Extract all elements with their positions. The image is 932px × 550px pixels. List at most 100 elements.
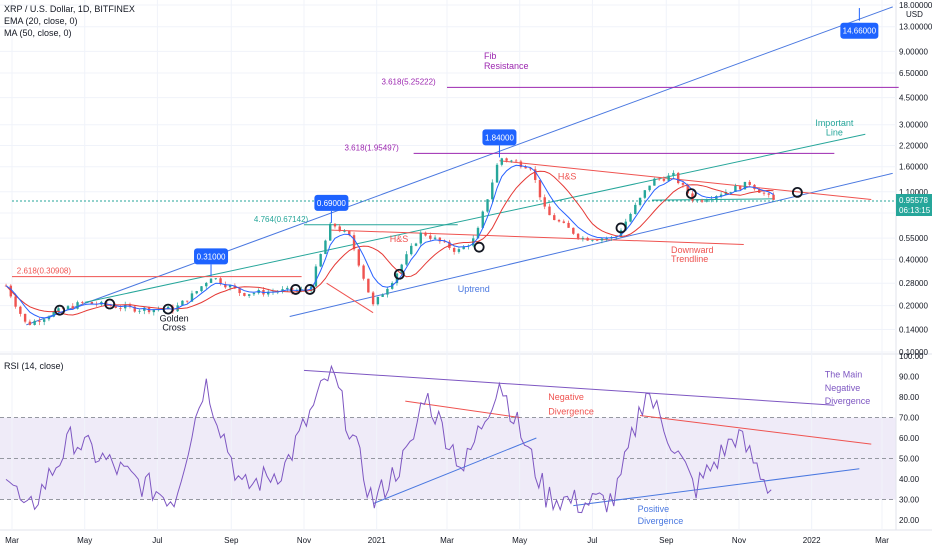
downward-trendline <box>499 160 872 200</box>
fib-resistance-text-2: Resistance <box>484 61 529 71</box>
candle-body <box>772 194 775 200</box>
price-tick: 13.00000 <box>899 23 932 32</box>
time-tick: Mar <box>875 536 889 545</box>
candle-body <box>700 200 704 202</box>
candle-body <box>243 293 246 296</box>
price-tick: 6.50000 <box>899 69 928 78</box>
rsi-tick: 20.00 <box>899 516 920 525</box>
candle-body <box>643 190 647 198</box>
legend-rsi[interactable]: RSI (14, close) <box>4 361 64 371</box>
rsi-series <box>5 364 772 514</box>
hs-label-2: H&S <box>558 172 577 182</box>
main-negative-divergence-line <box>303 369 835 406</box>
candle-body <box>448 241 451 249</box>
candle-body <box>386 288 389 295</box>
legend-ma[interactable]: MA (50, close, 0) <box>4 28 72 38</box>
candle-body <box>710 199 713 201</box>
fib-label-resistance: 3.618(5.25222) <box>381 77 436 86</box>
main-divergence-text-1: The Main <box>825 370 863 380</box>
time-tick: Sep <box>659 536 674 545</box>
fib-resistance-text-1: Fib <box>484 51 497 61</box>
candle-body <box>405 254 408 265</box>
rsi-tick: 30.00 <box>899 496 920 505</box>
trendlines <box>12 6 899 507</box>
price-label-184 <box>482 129 517 146</box>
candle-body <box>510 160 513 162</box>
candle-body <box>81 302 84 304</box>
candle-body <box>33 320 36 325</box>
negative-divergence-text-2: Divergence <box>548 406 594 416</box>
candle-body <box>376 296 380 305</box>
legend-rsi-wrap: RSI (14, close) <box>4 360 64 372</box>
candle-body <box>519 161 523 167</box>
price-tick: 1.10000 <box>899 188 928 197</box>
price-tick: 18.00000 <box>899 1 932 10</box>
candle-body <box>557 220 561 222</box>
candle-body <box>367 278 370 293</box>
rsi-tick: 40.00 <box>899 475 920 484</box>
candle-body <box>128 304 132 307</box>
candle-body <box>495 164 499 183</box>
candle-body <box>677 172 680 184</box>
candle-body <box>576 233 580 239</box>
candle-body <box>400 264 403 274</box>
candle-body <box>419 232 422 244</box>
price-tick: 9.00000 <box>899 47 928 56</box>
candle-body <box>738 185 742 190</box>
candle-body <box>505 158 508 161</box>
rsi-tick: 100.00 <box>899 352 924 361</box>
time-tick: Nov <box>297 536 311 545</box>
price-label-1466-text: 14.66000 <box>843 27 877 36</box>
time-tick: Mar <box>5 536 19 545</box>
upper-channel-line <box>26 6 893 326</box>
rsi-tick: 70.00 <box>899 414 920 423</box>
golden-cross-text-1: Golden <box>160 313 189 323</box>
price-tick: 1.60000 <box>899 163 928 172</box>
candle-body <box>591 240 594 242</box>
pivot-marker <box>685 188 697 200</box>
candle-body <box>553 215 556 221</box>
main-divergence-text-2: Negative <box>825 383 861 393</box>
candle-body <box>281 289 284 292</box>
price-label-069 <box>314 194 349 211</box>
fib-label-2618: 2.618(0.30908) <box>17 267 72 276</box>
candle-body <box>14 296 17 307</box>
candle-body <box>586 237 589 241</box>
candle-body <box>524 166 527 169</box>
candle-body <box>90 301 94 304</box>
candle-body <box>433 237 437 239</box>
candle-body <box>424 232 427 236</box>
uptrend-line <box>289 172 893 318</box>
candle-body <box>705 200 709 202</box>
legend-symbol[interactable]: XRP / U.S. Dollar, 1D, BITFINEX <box>4 4 135 14</box>
price-tick: 0.10000 <box>899 348 928 357</box>
price-tick: 2.20000 <box>899 141 928 150</box>
candle-body <box>333 223 337 227</box>
candle-body <box>686 184 689 194</box>
time-tick: Jul <box>152 536 162 545</box>
candle-body <box>247 294 251 296</box>
candle-body <box>124 304 127 309</box>
pivot-marker <box>304 284 316 295</box>
candle-body <box>143 307 146 311</box>
candle-body <box>200 286 203 292</box>
legend-ema[interactable]: EMA (20, close, 0) <box>4 16 78 26</box>
candle-body <box>228 285 232 288</box>
important-line-text-1: Important <box>815 118 854 128</box>
candle-body <box>152 309 156 313</box>
price-label-184-text: 1.84000 <box>485 133 514 142</box>
price-label-1466 <box>840 22 879 39</box>
candle-body <box>109 305 113 307</box>
candle-body <box>543 197 546 207</box>
candle-body <box>548 206 551 216</box>
candle-body <box>753 184 756 190</box>
candle-body <box>691 193 694 201</box>
downward-text-1: Downward <box>671 245 714 255</box>
legend: XRP / U.S. Dollar, 1D, BITFINEX EMA (20,… <box>4 3 135 39</box>
candle-body <box>767 193 770 195</box>
price-tick: 0.28000 <box>899 279 928 288</box>
candle-body <box>185 300 189 302</box>
candle-body <box>734 185 737 192</box>
